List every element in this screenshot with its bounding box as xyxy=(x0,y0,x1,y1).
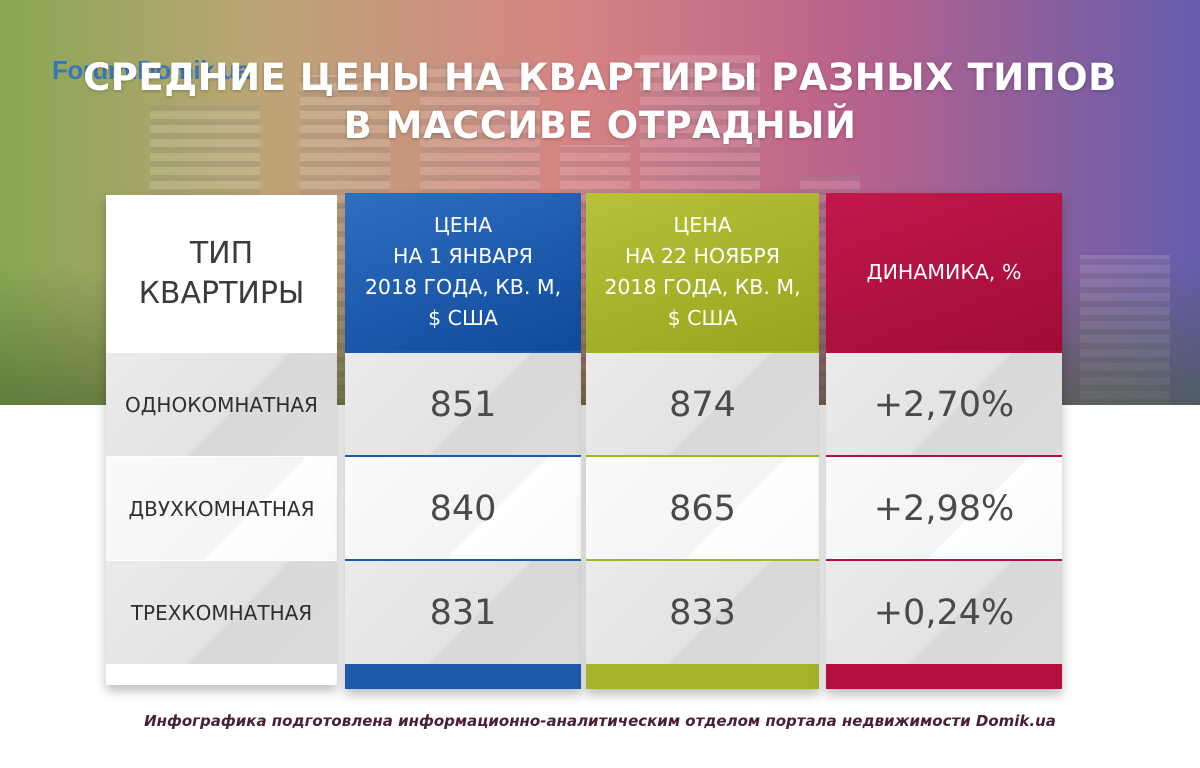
cell-price-jan-1room: 851 xyxy=(345,353,581,457)
cell-dynamics-3room: +0,24% xyxy=(826,561,1062,664)
table-cell: +2,70% xyxy=(873,384,1015,425)
column-header-price-jan: ЦЕНА НА 1 ЯНВАРЯ 2018 ГОДА, КВ. М, $ США xyxy=(345,193,581,351)
cell-price-nov-3room: 833 xyxy=(586,561,819,664)
table-cell: ТРЕХКОМНАТНАЯ xyxy=(130,600,313,625)
header-text: КВАРТИРЫ xyxy=(138,276,305,311)
row-label-3room: ТРЕХКОМНАТНАЯ xyxy=(106,561,337,664)
footer-credit: Инфографика подготовлена информационно-а… xyxy=(144,712,1056,730)
table-cell: +0,24% xyxy=(873,592,1015,633)
header-text: НА 22 НОЯБРЯ xyxy=(624,244,780,268)
cell-price-nov-1room: 874 xyxy=(586,353,819,457)
header-text: $ США xyxy=(428,306,498,330)
cell-dynamics-2room: +2,98% xyxy=(826,457,1062,561)
row-label-1room: ОДНОКОМНАТНАЯ xyxy=(106,353,337,456)
header-text: 2018 ГОДА, КВ. М, xyxy=(604,275,801,299)
column-price-nov: ЦЕНА НА 22 НОЯБРЯ 2018 ГОДА, КВ. М, $ СШ… xyxy=(586,193,819,689)
table-cell: ОДНОКОМНАТНАЯ xyxy=(125,392,318,417)
table-cell: +2,98% xyxy=(873,488,1015,529)
cell-price-jan-2room: 840 xyxy=(345,457,581,561)
header-text: НА 1 ЯНВАРЯ xyxy=(393,244,533,268)
column-header-price-nov: ЦЕНА НА 22 НОЯБРЯ 2018 ГОДА, КВ. М, $ СШ… xyxy=(586,193,819,351)
cell-price-jan-3room: 831 xyxy=(345,561,581,664)
table-cell: 840 xyxy=(429,488,497,529)
row-label-2room: ДВУХКОМНАТНАЯ xyxy=(106,457,337,560)
table-cell: ДВУХКОМНАТНАЯ xyxy=(128,496,315,521)
cell-dynamics-1room: +2,70% xyxy=(826,353,1062,457)
column-price-jan: ЦЕНА НА 1 ЯНВАРЯ 2018 ГОДА, КВ. М, $ США… xyxy=(345,193,581,689)
table-cell: 831 xyxy=(429,592,497,633)
header-text: 2018 ГОДА, КВ. М, xyxy=(364,275,562,299)
title-line-1: СРЕДНИЕ ЦЕНЫ НА КВАРТИРЫ РАЗНЫХ ТИПОВ xyxy=(83,56,1117,99)
watermark-logo: Forum.Domik.ua xyxy=(52,55,251,85)
table-cell: 851 xyxy=(429,384,497,425)
table-cell: 833 xyxy=(669,592,736,633)
column-dynamics: ДИНАМИКА, % +2,70% +2,98% +0,24% xyxy=(826,193,1062,689)
column-header-type: ТИП КВАРТИРЫ xyxy=(106,195,337,353)
table-cell: 874 xyxy=(669,384,736,425)
column-apartment-type: ТИП КВАРТИРЫ ОДНОКОМНАТНАЯ ДВУХКОМНАТНАЯ… xyxy=(106,195,337,685)
header-text: ЦЕНА xyxy=(433,213,493,237)
title-line-2: В МАССИВЕ ОТРАДНЫЙ xyxy=(343,104,857,147)
header-text: ЦЕНА xyxy=(673,213,732,237)
header-text: $ США xyxy=(667,306,738,330)
cell-price-nov-2room: 865 xyxy=(586,457,819,561)
header-text: ТИП xyxy=(189,236,254,271)
table-cell: 865 xyxy=(669,488,736,529)
column-header-dynamics: ДИНАМИКА, % xyxy=(826,193,1062,351)
header-text: ДИНАМИКА, % xyxy=(866,259,1022,284)
